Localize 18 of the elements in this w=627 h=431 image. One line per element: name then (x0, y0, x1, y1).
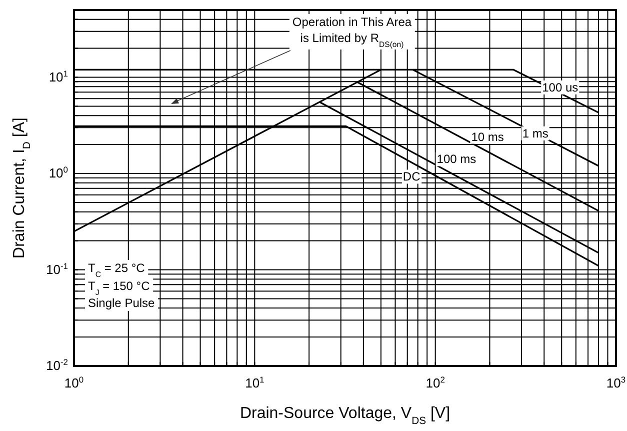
y-tick-label: 10$^{0}$ (48, 164, 68, 181)
annotation: Operation in This Area is Limited by R$_{DS(on)}$ (292, 15, 412, 48)
series-label: DC (402, 170, 421, 184)
x-tick-label: 10$^{3}$ (606, 374, 626, 391)
y-tick-label: 10$^{-1}$ (46, 260, 68, 277)
x-tick-label: 10$^{2}$ (426, 374, 446, 391)
series-label: 100 ms (436, 152, 476, 166)
x-axis-title: Drain-Source Voltage, V$_{DS}$ [V] (240, 405, 450, 426)
series-label: 1 ms (522, 126, 548, 140)
series-label: 10 ms (471, 130, 504, 144)
x-tick-label: 10$^{1}$ (245, 374, 265, 391)
annotation: T$_{C}$ = 25 °C (88, 261, 146, 278)
y-tick-label: 10$^{-2}$ (46, 357, 68, 374)
series-label: 100 us (542, 80, 578, 94)
annotation: Single Pulse (88, 296, 156, 310)
annotation: T$_{J}$ = 150 °C (88, 279, 150, 296)
x-tick-label: 10$^{0}$ (64, 374, 84, 391)
y-tick-label: 10$^{1}$ (48, 68, 68, 84)
